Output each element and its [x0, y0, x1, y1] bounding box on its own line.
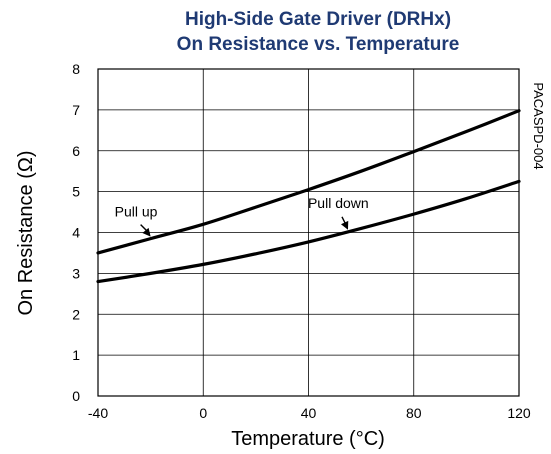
annotation-arrow-head-0	[142, 227, 151, 237]
annotations: Pull up Pull down	[115, 195, 369, 237]
annotation-label-0: Pull up	[115, 204, 158, 220]
y-tick-label-4: 4	[72, 225, 80, 241]
chart-title: High-Side Gate Driver (DRHx)	[185, 9, 451, 30]
grid	[97, 68, 520, 397]
y-tick-label-8: 8	[72, 61, 80, 77]
y-tick-label-7: 7	[72, 102, 80, 118]
y-tick-label-0: 0	[72, 388, 80, 404]
x-tick-label-3: 80	[406, 405, 422, 421]
series-group	[96, 109, 521, 284]
side-label: PACASPD-004	[531, 82, 546, 169]
y-tick-label-3: 3	[72, 265, 80, 281]
annotation-label-1: Pull down	[308, 195, 369, 211]
x-tick-label-1: 0	[199, 405, 207, 421]
x-tick-label-0: -40	[88, 405, 108, 421]
plot-frame	[97, 68, 520, 397]
series-line-1	[96, 179, 521, 284]
annotation-arrow-head-1	[340, 220, 349, 230]
x-tick-label-2: 40	[301, 405, 317, 421]
y-tick-label-1: 1	[72, 347, 80, 363]
x-axis-label: Temperature (°C)	[231, 428, 385, 450]
y-tick-label-2: 2	[72, 306, 80, 322]
y-axis-label: On Resistance (Ω)	[15, 151, 37, 316]
series-line-0	[96, 109, 521, 255]
y-axis-ticks: 0 1 2 3 4 5 6 7 8	[72, 61, 80, 404]
x-tick-label-4: 120	[507, 405, 531, 421]
chart-subtitle: On Resistance vs. Temperature	[177, 34, 460, 55]
y-tick-label-5: 5	[72, 184, 80, 200]
x-axis-ticks: -40 0 40 80 120	[88, 405, 531, 421]
y-tick-label-6: 6	[72, 143, 80, 159]
